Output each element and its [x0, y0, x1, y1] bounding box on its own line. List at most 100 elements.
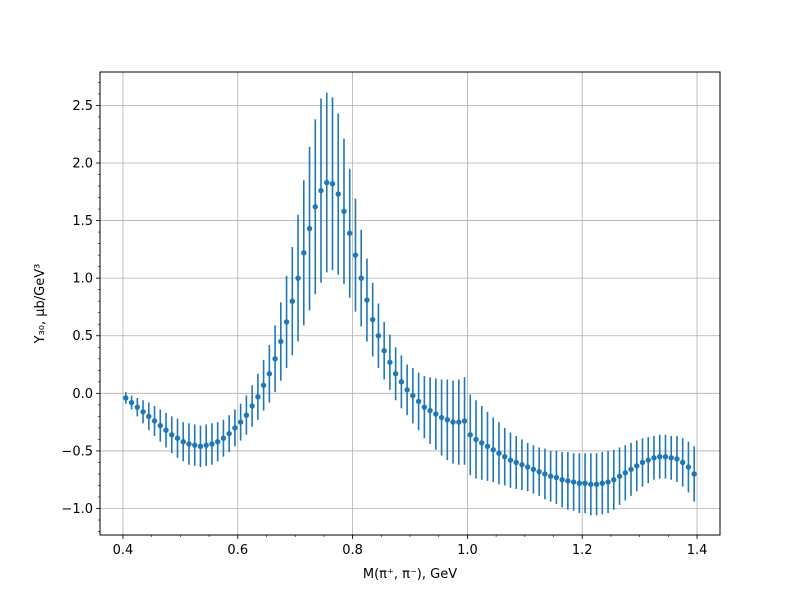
y-tick-label: 1.0 [72, 272, 93, 287]
data-point [657, 453, 663, 460]
data-point [616, 473, 623, 479]
data-point [467, 432, 473, 438]
data-point [169, 432, 175, 438]
data-point [456, 419, 462, 425]
data-point [513, 459, 519, 466]
data-point [691, 471, 697, 477]
data-point [301, 250, 307, 256]
data-point [197, 443, 204, 450]
data-point [289, 298, 296, 304]
y-tick-label: 0.5 [72, 329, 93, 344]
data-point [203, 442, 209, 448]
data-point [438, 414, 445, 421]
data-point [421, 404, 428, 410]
data-point [341, 208, 347, 215]
data-point [634, 463, 640, 469]
y-tick-label: 0.0 [72, 387, 93, 402]
data-point [243, 412, 250, 418]
data-point [473, 436, 479, 443]
x-tick-label: 0.4 [113, 543, 134, 558]
data-point [530, 466, 537, 473]
axis-ticks: 0.4 0.6 0.8 1.0 1.2 1.4 −1.0 −0.5 0.0 0.5 1.0 1.5 2.… [61, 82, 707, 558]
data-point [283, 319, 290, 325]
data-point [410, 392, 416, 399]
data-point [381, 348, 387, 354]
data-point [605, 479, 611, 485]
data-point [151, 418, 158, 424]
data-point [163, 427, 169, 433]
data-point [450, 419, 456, 425]
data-point [507, 457, 514, 463]
y-tick-label: 2.5 [72, 99, 93, 114]
x-tick-label: 0.8 [342, 543, 363, 558]
data-point [599, 480, 606, 486]
data-point [674, 456, 680, 462]
data-point [496, 450, 502, 456]
data-point [272, 356, 278, 362]
data-point [226, 430, 232, 437]
data-point [387, 359, 393, 365]
data-point [570, 479, 577, 485]
data-point [611, 477, 617, 483]
data-point [444, 417, 451, 423]
data-point [146, 413, 152, 420]
x-axis-label: M(π⁺, π⁻), GeV [363, 567, 457, 582]
data-point [582, 480, 588, 486]
plot-frame [99, 71, 721, 536]
data-point [427, 407, 433, 414]
data-point [278, 338, 284, 345]
x-tick-label: 1.2 [572, 543, 593, 558]
data-point [364, 297, 370, 303]
data-point [295, 275, 301, 281]
data-point [306, 225, 313, 232]
data-point [186, 441, 192, 447]
data-point [192, 442, 198, 448]
y-axis-label: Y₃₀, μb/GeV³ [33, 264, 48, 345]
data-point [335, 191, 341, 197]
data-point [358, 275, 364, 281]
data-point [134, 404, 141, 410]
data-point [352, 252, 359, 258]
x-tick-label: 1.0 [457, 543, 478, 558]
data-point [662, 453, 669, 460]
data-point [398, 379, 405, 385]
data-point [490, 447, 496, 453]
data-point [404, 387, 410, 393]
data-point [312, 204, 318, 210]
data-point [369, 316, 376, 323]
data-point [524, 464, 531, 470]
data-series [123, 92, 697, 516]
data-point [588, 481, 594, 488]
data-point [237, 419, 244, 425]
y-tick-label: 2.0 [72, 156, 93, 171]
x-tick-label: 1.4 [687, 543, 708, 558]
data-point [214, 439, 221, 445]
data-point [318, 187, 324, 194]
data-point [645, 457, 651, 463]
data-point [628, 466, 634, 473]
data-point [209, 441, 215, 447]
data-point [668, 455, 674, 461]
data-point [329, 181, 336, 187]
data-point [679, 459, 686, 466]
y-tick-label: 1.5 [72, 214, 93, 229]
data-point [415, 398, 422, 405]
data-point [622, 470, 628, 476]
data-point [324, 179, 330, 186]
data-point [157, 422, 163, 429]
data-point [255, 394, 261, 400]
data-point [651, 455, 657, 461]
data-point [536, 468, 542, 475]
data-point [639, 459, 646, 466]
data-point [220, 435, 227, 441]
data-point [249, 403, 255, 409]
data-point [553, 474, 560, 481]
data-point [123, 395, 129, 401]
grid-lines [100, 72, 720, 535]
data-point [559, 477, 565, 483]
data-point [392, 371, 399, 377]
data-point [484, 443, 491, 450]
data-point [266, 371, 273, 377]
